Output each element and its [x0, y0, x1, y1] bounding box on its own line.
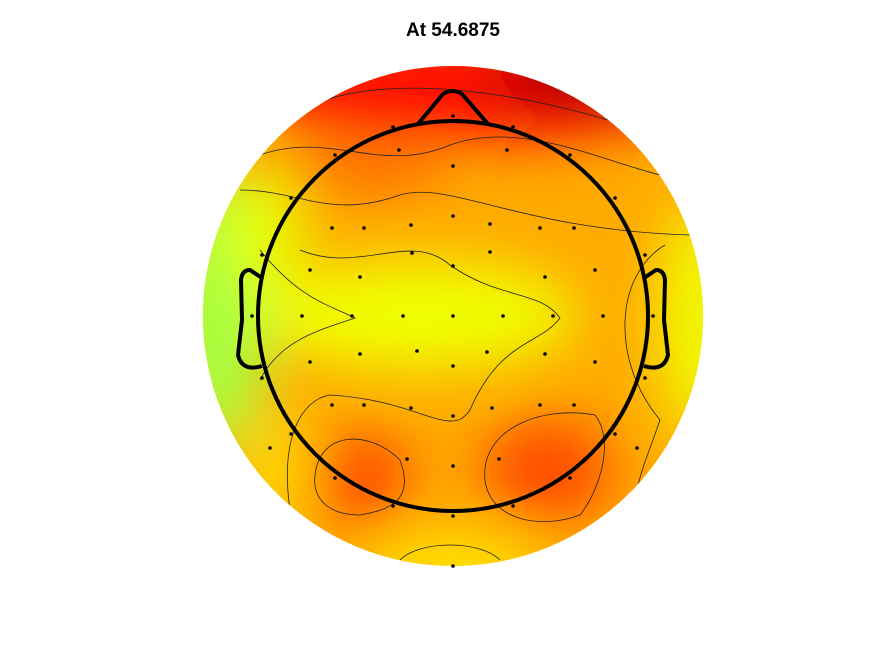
electrode: [643, 253, 647, 257]
electrode: [497, 457, 501, 461]
electrode: [358, 275, 362, 279]
electrode: [391, 125, 395, 129]
electrode: [268, 446, 272, 450]
head-outline: [235, 89, 671, 513]
electrode: [260, 253, 264, 257]
electrode: [289, 196, 293, 200]
electrode: [358, 352, 362, 356]
electrode: [410, 251, 414, 255]
electrode: [543, 275, 547, 279]
electrode: [451, 464, 455, 468]
electrode: [451, 214, 455, 218]
electrode: [538, 403, 542, 407]
electrode: [613, 432, 617, 436]
electrode: [451, 314, 455, 318]
electrode: [601, 314, 605, 318]
electrode: [401, 314, 405, 318]
electrode: [551, 314, 555, 318]
right-ear: [642, 267, 671, 370]
electrode: [451, 564, 455, 568]
electrode: [488, 222, 492, 226]
electrode: [490, 406, 494, 410]
electrode: [501, 314, 505, 318]
electrode: [333, 153, 337, 157]
electrode: [643, 376, 647, 380]
electrode: [300, 314, 304, 318]
electrodes: [250, 114, 655, 568]
head: [256, 119, 650, 513]
chart-title: At 54.6875: [406, 20, 500, 41]
electrode: [405, 457, 409, 461]
electrode: [593, 268, 597, 272]
electrode: [451, 414, 455, 418]
left-ear: [235, 267, 264, 370]
electrode: [330, 403, 334, 407]
electrode: [451, 164, 455, 168]
electrode: [333, 476, 337, 480]
electrode: [572, 226, 576, 230]
electrode: [488, 250, 492, 254]
electrode: [485, 350, 489, 354]
electrode: [451, 114, 455, 118]
electrode: [568, 476, 572, 480]
electrode: [451, 514, 455, 518]
electrode: [397, 148, 401, 152]
electrode: [511, 125, 515, 129]
electrode: [538, 226, 542, 230]
electrode: [330, 226, 334, 230]
electrode: [362, 226, 366, 230]
electrode: [651, 314, 655, 318]
electrode: [308, 360, 312, 364]
electrode: [409, 406, 413, 410]
electrode: [543, 352, 547, 356]
electrode: [593, 360, 597, 364]
electrode: [572, 403, 576, 407]
electrode: [451, 264, 455, 268]
electrode: [289, 432, 293, 436]
electrode: [511, 504, 515, 508]
electrode: [362, 403, 366, 407]
electrode: [613, 196, 617, 200]
electrode: [409, 223, 413, 227]
electrode: [391, 504, 395, 508]
electrode: [505, 148, 509, 152]
map-field: [203, 66, 703, 566]
electrode: [415, 349, 419, 353]
electrode: [260, 376, 264, 380]
electrode: [635, 446, 639, 450]
electrode: [250, 314, 254, 318]
electrode: [350, 314, 354, 318]
electrode: [568, 153, 572, 157]
electrode: [451, 364, 455, 368]
nose: [416, 89, 490, 126]
electrode: [308, 268, 312, 272]
